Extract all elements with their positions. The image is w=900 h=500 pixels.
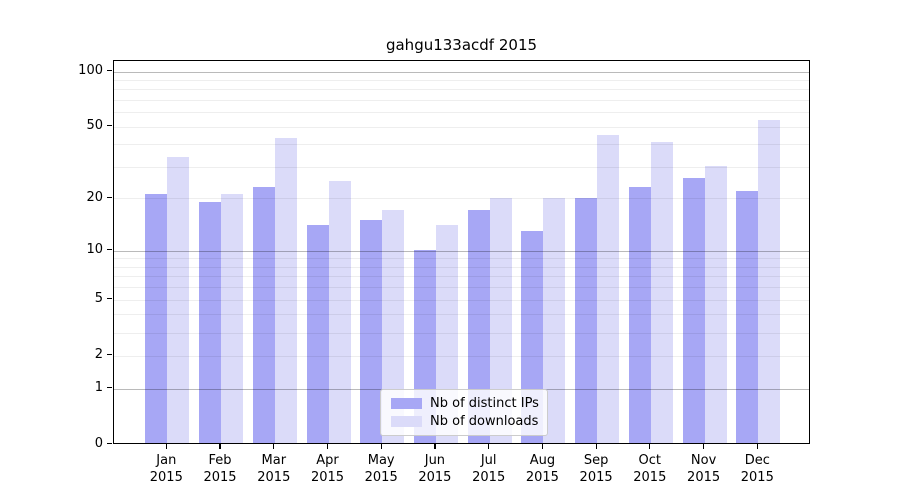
- bar-ips-feb-2015: [199, 201, 221, 443]
- bar-ips-may-2015: [360, 219, 383, 443]
- bar-ips-jan-2015: [145, 194, 168, 443]
- bar-ips-apr-2015: [306, 225, 329, 443]
- x-tick-label-nov-2015: Nov 2015: [687, 453, 721, 485]
- gridline-y-9: [114, 258, 809, 260]
- gridline-y-2: [114, 355, 809, 357]
- bar-ips-mar-2015: [252, 187, 275, 443]
- legend-label-downloads: Nb of downloads: [430, 414, 539, 429]
- gridline-y-10: [114, 250, 809, 252]
- y-tick-10: [107, 249, 112, 251]
- legend-swatch-downloads: [391, 416, 422, 427]
- x-tick-label-jun-2015: Jun 2015: [418, 453, 452, 485]
- bar-downloads-sep-2015: [597, 134, 620, 443]
- y-tick-100: [107, 70, 112, 72]
- gridline-y-60: [114, 112, 809, 114]
- bar-ips-nov-2015: [682, 177, 705, 443]
- bar-downloads-feb-2015: [221, 194, 243, 443]
- x-tick-10: [649, 444, 651, 449]
- y-tick-label-100: 100: [78, 63, 103, 78]
- gridline-y-4: [114, 314, 809, 316]
- bar-downloads-jun-2015: [435, 225, 458, 443]
- bar-ips-oct-2015: [628, 187, 651, 443]
- y-tick-20: [107, 196, 112, 199]
- gridline-y-90: [114, 79, 809, 81]
- bar-ips-dec-2015: [736, 190, 759, 443]
- x-tick-11: [703, 444, 705, 449]
- y-tick-label-10: 10: [86, 242, 103, 258]
- x-tick-4: [326, 444, 329, 449]
- x-tick-label-aug-2015: Aug 2015: [525, 453, 559, 485]
- gridline-y-70: [114, 100, 809, 101]
- x-tick-7: [488, 444, 490, 449]
- gridline-y-5: [114, 299, 809, 301]
- gridline-y-80: [114, 89, 809, 91]
- legend: Nb of distinct IPs Nb of downloads: [380, 389, 548, 436]
- chart-title: gahgu133acdf 2015: [385, 36, 538, 54]
- gridline-y-40: [114, 144, 809, 146]
- x-tick-12: [756, 444, 758, 449]
- gridline-y-50: [114, 126, 809, 128]
- x-tick-1: [165, 444, 167, 449]
- gridline-y-7: [114, 276, 809, 278]
- gridline-y-6: [114, 287, 809, 289]
- legend-item-distinct-ips: Nb of distinct IPs: [381, 396, 547, 411]
- y-tick-label-1: 1: [94, 380, 103, 395]
- bar-downloads-oct-2015: [650, 141, 673, 443]
- x-tick-6: [434, 444, 436, 449]
- x-tick-3: [273, 444, 275, 449]
- bar-ips-sep-2015: [575, 197, 598, 443]
- legend-label-distinct-ips: Nb of distinct IPs: [430, 396, 539, 411]
- y-tick-label-20: 20: [86, 189, 103, 205]
- bar-downloads-jan-2015: [167, 156, 190, 443]
- bar-downloads-may-2015: [382, 210, 405, 443]
- gridline-y-30: [114, 167, 809, 168]
- bar-downloads-nov-2015: [704, 166, 727, 443]
- x-tick-8: [541, 444, 544, 449]
- bar-downloads-apr-2015: [328, 180, 351, 443]
- y-tick-label-0: 0: [94, 436, 103, 451]
- bar-downloads-dec-2015: [758, 120, 781, 443]
- x-tick-label-dec-2015: Dec 2015: [740, 453, 774, 485]
- x-tick-label-jul-2015: Jul 2015: [472, 453, 506, 485]
- gridline-y-20: [114, 198, 809, 200]
- x-tick-label-may-2015: May 2015: [364, 453, 398, 485]
- gridline-y-3: [114, 332, 809, 334]
- bar-downloads-mar-2015: [274, 138, 297, 443]
- x-tick-label-jan-2015: Jan 2015: [149, 453, 183, 485]
- x-tick-2: [219, 444, 221, 449]
- y-tick-label-5: 5: [94, 291, 103, 307]
- y-tick-5: [107, 298, 112, 300]
- plot-area: [113, 60, 810, 444]
- x-tick-label-mar-2015: Mar 2015: [257, 453, 291, 485]
- y-tick-0: [107, 443, 112, 445]
- x-tick-label-feb-2015: Feb 2015: [203, 453, 237, 485]
- gridline-y-100: [114, 71, 809, 73]
- x-tick-label-oct-2015: Oct 2015: [633, 453, 667, 485]
- x-tick-5: [380, 444, 382, 449]
- y-tick-2: [107, 354, 112, 356]
- legend-item-downloads: Nb of downloads: [381, 414, 547, 429]
- y-tick-label-50: 50: [86, 118, 103, 134]
- bar-downloads-jul-2015: [489, 197, 512, 443]
- x-tick-9: [595, 444, 597, 449]
- legend-swatch-distinct-ips: [391, 398, 422, 409]
- x-tick-label-apr-2015: Apr 2015: [310, 453, 345, 485]
- x-tick-label-sep-2015: Sep 2015: [579, 453, 613, 485]
- y-tick-label-2: 2: [94, 347, 103, 363]
- gridline-y-8: [114, 266, 809, 268]
- bar-downloads-aug-2015: [543, 197, 566, 443]
- y-tick-50: [107, 125, 112, 127]
- bar-ips-jul-2015: [467, 210, 490, 443]
- y-tick-1: [107, 387, 112, 389]
